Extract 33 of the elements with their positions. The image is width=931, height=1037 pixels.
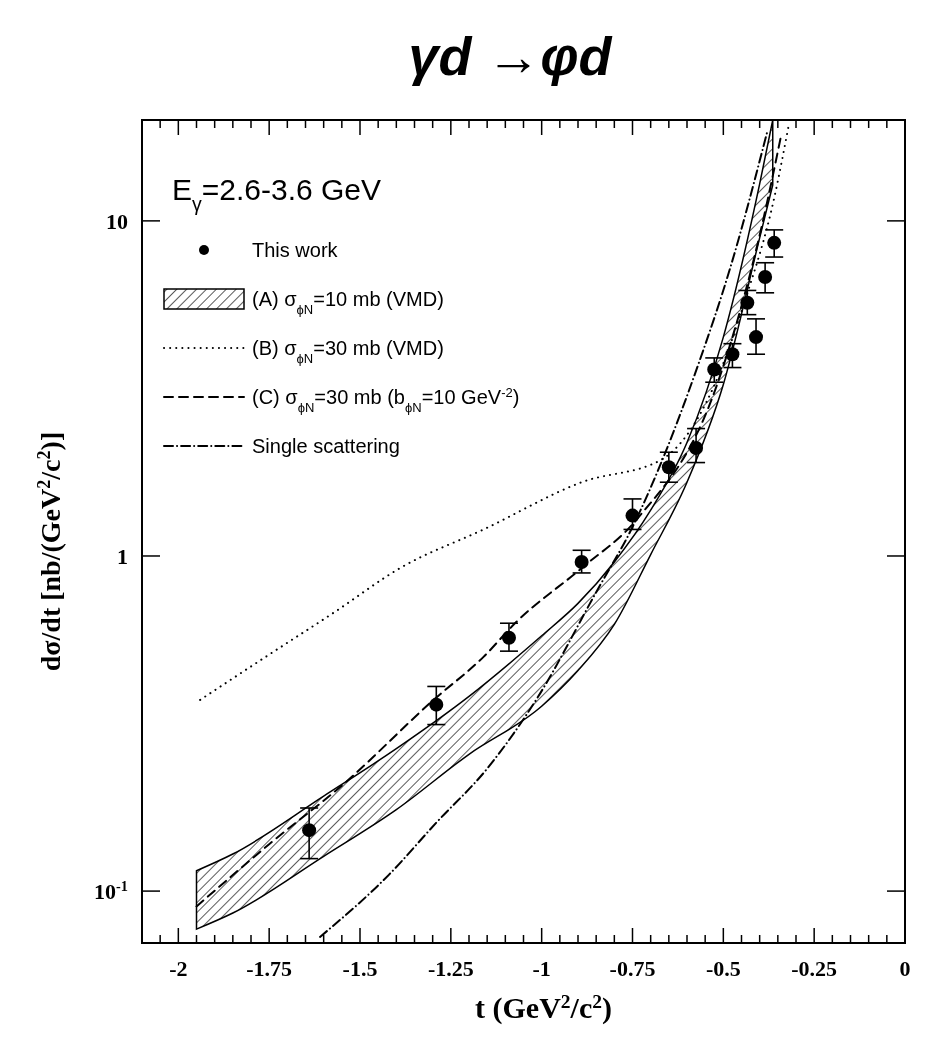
x-tick-label: 0	[899, 956, 911, 981]
y-tick-label: 10	[106, 208, 128, 234]
point	[302, 823, 317, 838]
point	[740, 295, 755, 310]
point	[767, 235, 782, 250]
x-tick-label: -2	[169, 956, 188, 981]
point	[689, 441, 704, 456]
x-tick-label: -1.25	[427, 956, 474, 981]
point	[707, 362, 722, 377]
point	[429, 697, 444, 712]
point	[501, 630, 516, 645]
x-tick-label: -0.75	[609, 956, 656, 981]
y-tick-label: 1	[117, 543, 128, 569]
point	[625, 508, 640, 523]
legend-label: (A) σ$_{ϕN}$=10 mb (VMD)	[252, 288, 444, 317]
x-tick-label: -0.25	[791, 956, 838, 981]
point	[749, 330, 764, 345]
legend-label: This work	[252, 239, 339, 261]
x-axis-title: t (GeV$^{2}$/c$^{2}$)	[475, 990, 612, 1025]
point	[758, 270, 773, 285]
point	[661, 460, 676, 475]
point	[574, 554, 589, 569]
x-tick-label: -0.5	[705, 956, 741, 981]
chart-title: γd →φd	[408, 26, 613, 86]
point	[725, 347, 740, 362]
x-tick-label: -1.5	[342, 956, 378, 981]
legend-label: Single scattering	[252, 435, 400, 457]
y-tick-label: 10$^{-1}$	[94, 878, 128, 905]
x-tick-label: -1.75	[246, 956, 293, 981]
x-tick-label: -1	[532, 956, 551, 981]
annotation: E$_{γ}$=2.6-3.6 GeV	[172, 173, 382, 215]
legend-label: (C) σ$_{ϕN}$=30 mb (b$_{ϕN}$=10 GeV$^{-2}$)	[252, 384, 520, 415]
legend-label: (B) σ$_{ϕN}$=30 mb (VMD)	[252, 337, 444, 366]
